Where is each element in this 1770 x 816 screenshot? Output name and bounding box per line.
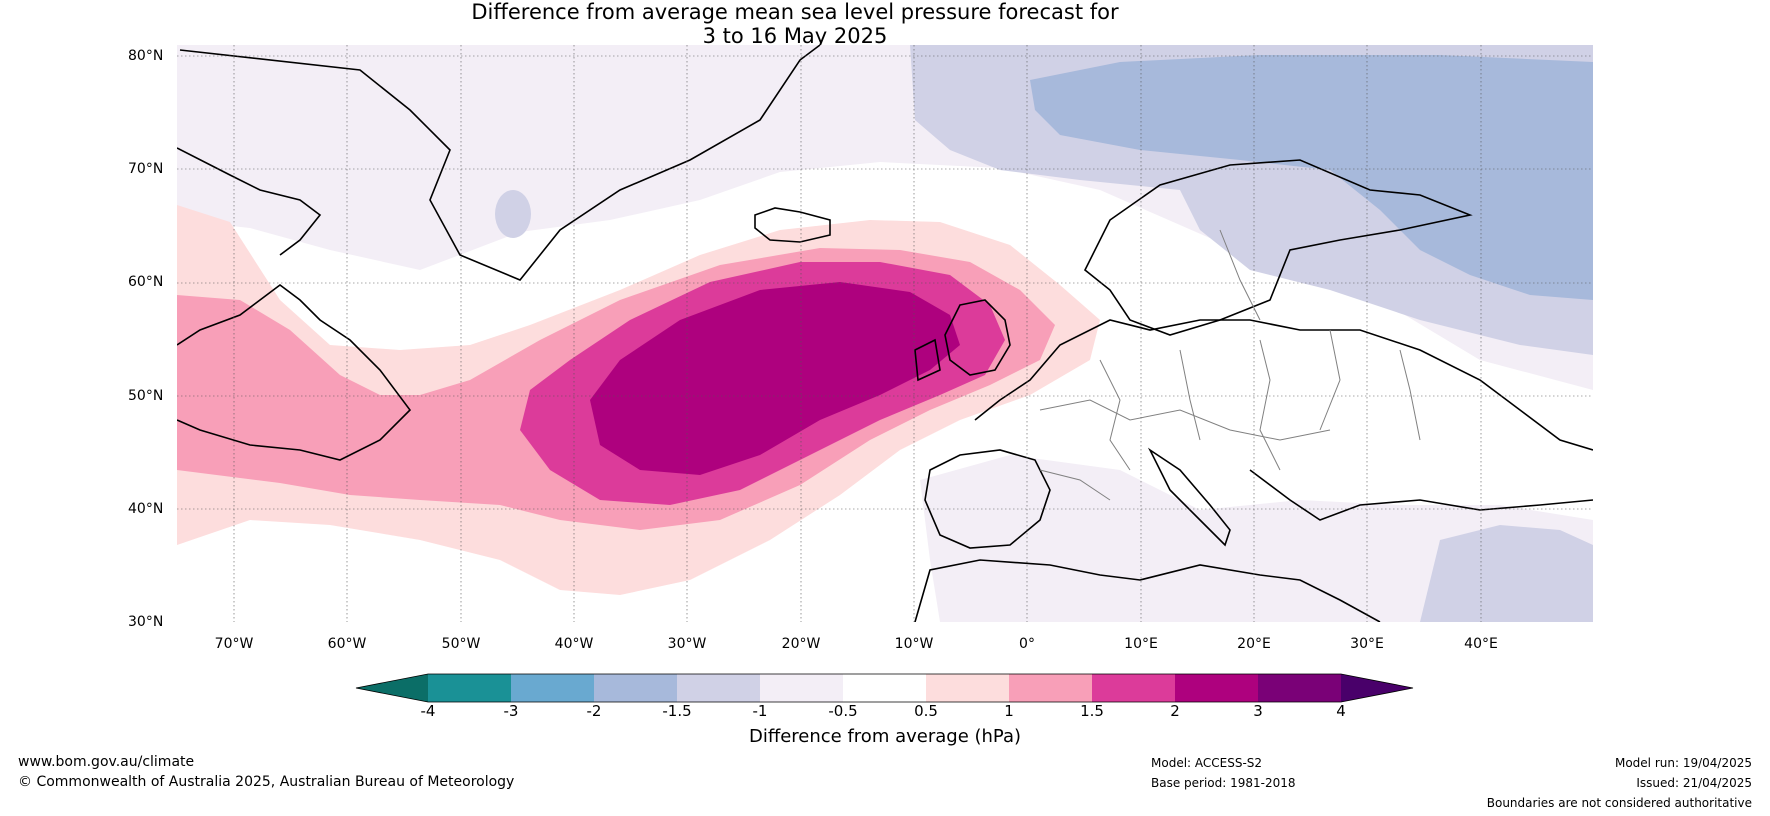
lon-label-70w: 70°W xyxy=(214,636,254,652)
europe-coast xyxy=(974,319,1593,451)
balkans-turkey-coast xyxy=(1249,469,1593,521)
colorbar-tick: -3 xyxy=(503,702,519,720)
anomaly-region-south-lavender xyxy=(920,455,1593,622)
scandinavia-coast xyxy=(1083,159,1473,336)
colorbar-tick: 1 xyxy=(1004,702,1014,720)
colorbar-segment xyxy=(594,674,677,702)
lat-label-80n: 80°N xyxy=(128,48,164,64)
colorbar-tick: -1.5 xyxy=(662,702,692,720)
colorbar-tick: -4 xyxy=(420,702,436,720)
graticule xyxy=(177,45,1593,622)
colorbar-title: Difference from average (hPa) xyxy=(748,726,1022,747)
copyright-text: © Commonwealth of Australia 2025, Austra… xyxy=(18,774,515,790)
lon-label-10w: 10°W xyxy=(894,636,934,652)
colorbar-segment xyxy=(760,674,843,702)
colorbar-tick: 4 xyxy=(1336,702,1346,720)
colorbar-extend-high xyxy=(1341,674,1413,702)
lon-label-20w: 20°W xyxy=(781,636,821,652)
colorbar-segment xyxy=(1258,674,1341,702)
lat-label-30n: 30°N xyxy=(128,614,164,630)
north-america-coast xyxy=(177,284,412,461)
lon-label-30e: 30°E xyxy=(1350,636,1384,652)
africa-coast xyxy=(914,559,1381,622)
lat-label-70n: 70°N xyxy=(128,161,164,177)
lon-label-60w: 60°W xyxy=(327,636,367,652)
map-area xyxy=(177,45,1593,622)
model-run-text: Model run: 19/04/2025 xyxy=(1614,756,1752,770)
colorbar-segment xyxy=(926,674,1009,702)
colorbar-segment xyxy=(677,674,760,702)
colorbar-tick: -1 xyxy=(752,702,768,720)
lon-label-40e: 40°E xyxy=(1464,636,1498,652)
title-line-2: 3 to 16 May 2025 xyxy=(702,24,888,48)
model-text: Model: ACCESS-S2 xyxy=(1151,756,1263,770)
land-outlines xyxy=(177,45,1593,622)
colorbar-segment xyxy=(1009,674,1092,702)
iceland-coast xyxy=(754,207,831,243)
colorbar-segment xyxy=(1092,674,1175,702)
baffin-coast xyxy=(177,147,322,256)
country-borders xyxy=(1039,229,1421,501)
lon-label-20e: 20°E xyxy=(1237,636,1271,652)
anomaly-region-greenland-lilac xyxy=(495,190,531,238)
title-line-1: Difference from average mean sea level p… xyxy=(471,0,1119,24)
lat-label-40n: 40°N xyxy=(128,501,164,517)
anomaly-region-southeast-lilac xyxy=(1420,525,1593,622)
lat-label-60n: 60°N xyxy=(128,274,164,290)
map-title: Difference from average mean sea level p… xyxy=(0,0,1590,48)
disclaimer-text: Boundaries are not considered authoritat… xyxy=(1486,796,1752,810)
british-isles-coast xyxy=(914,299,1011,382)
anomaly-region-dark-magenta xyxy=(590,282,960,475)
colorbar-tick: 3 xyxy=(1253,702,1263,720)
lon-label-0: 0° xyxy=(1019,636,1035,652)
lon-label-30w: 30°W xyxy=(667,636,707,652)
italy-coast xyxy=(1147,447,1231,547)
colorbar-tick: -2 xyxy=(586,702,602,720)
anomaly-region-blue xyxy=(1030,55,1593,300)
colorbar-segment xyxy=(428,674,511,702)
lon-label-10e: 10°E xyxy=(1124,636,1158,652)
lon-label-50w: 50°W xyxy=(441,636,481,652)
base-period-text: Base period: 1981-2018 xyxy=(1151,776,1296,790)
colorbar-segment xyxy=(1175,674,1258,702)
colorbar-extend-low xyxy=(356,674,428,702)
greenland-coast xyxy=(179,45,821,281)
colorbar-outline xyxy=(355,673,1414,703)
colorbar xyxy=(355,673,1414,703)
issued-text: Issued: 21/04/2025 xyxy=(1636,776,1752,790)
colorbar-tick: -0.5 xyxy=(828,702,858,720)
colorbar-tick: 0.5 xyxy=(914,702,938,720)
colorbar-segment xyxy=(843,674,926,702)
lon-label-40w: 40°W xyxy=(554,636,594,652)
colorbar-tick: 1.5 xyxy=(1080,702,1104,720)
colorbar-tick: 2 xyxy=(1170,702,1180,720)
lat-label-50n: 50°N xyxy=(128,388,164,404)
website-link[interactable]: www.bom.gov.au/climate xyxy=(18,754,195,770)
colorbar-segment xyxy=(511,674,594,702)
iberia-coast xyxy=(924,449,1051,549)
